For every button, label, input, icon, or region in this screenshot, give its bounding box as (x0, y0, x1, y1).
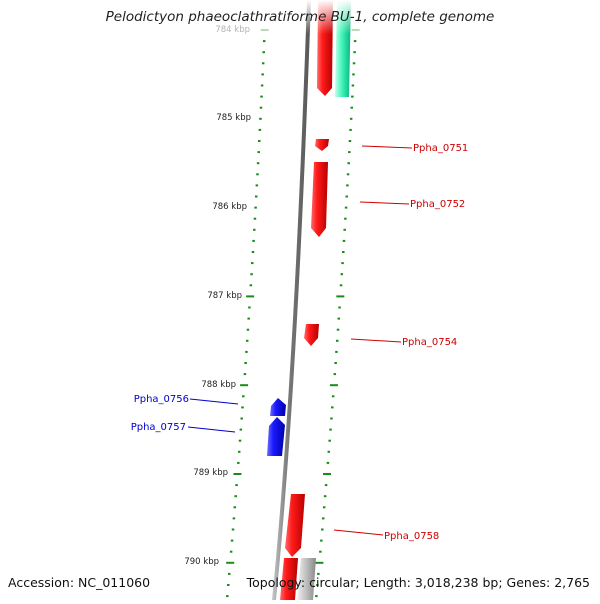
topology-text: Topology: circular; Length: 3,018,238 bp… (246, 575, 590, 590)
gene-labels: Ppha_0751 Ppha_0752 Ppha_0754 Ppha_0756 … (131, 143, 469, 542)
tick-label: 785 kbp (216, 113, 251, 123)
gene-ppha-0751-feature[interactable] (315, 139, 329, 151)
leader-line (350, 338, 402, 343)
gene-label-ppha-0756[interactable]: Ppha_0756 (134, 394, 189, 405)
unknown-feature[interactable] (297, 558, 316, 600)
gene-label-ppha-0754[interactable]: Ppha_0754 (402, 337, 457, 348)
gene-ppha-0756-feature[interactable] (270, 398, 286, 416)
outer-tick-track (315, 29, 360, 598)
tick-label: 788 kbp (201, 380, 236, 390)
leader-line (187, 426, 236, 433)
leader-line (359, 201, 410, 205)
genome-backbone (272, 0, 311, 600)
tick-labels: 784 kbp 785 kbp 786 kbp 787 kbp 788 kbp … (184, 25, 251, 567)
gene-label-ppha-0758[interactable]: Ppha_0758 (384, 531, 439, 542)
gene-ppha-0754-feature[interactable] (304, 324, 319, 346)
tick-label: 784 kbp (215, 25, 250, 35)
leader-line (361, 145, 413, 149)
gene-ppha-0752-feature[interactable] (311, 162, 328, 237)
inner-tick-track (226, 29, 269, 598)
gene-label-ppha-0757[interactable]: Ppha_0757 (131, 422, 186, 433)
leader-line (333, 529, 384, 536)
accession-text: Accession: NC_011060 (8, 575, 151, 590)
tick-label: 789 kbp (193, 468, 228, 478)
gene-ppha-0758-feature[interactable] (285, 494, 305, 557)
tick-label: 790 kbp (184, 557, 219, 567)
gene-ppha-0757-feature[interactable] (267, 417, 285, 456)
tick-label: 787 kbp (207, 291, 242, 301)
reverse-strand-features (267, 398, 286, 456)
gene-label-leaders (187, 145, 413, 536)
gene-label-ppha-0752[interactable]: Ppha_0752 (410, 199, 465, 210)
top-fade-overlay (0, 0, 600, 34)
genome-title: Pelodictyon phaeoclathratiforme BU-1, co… (105, 9, 495, 25)
tick-label: 786 kbp (212, 202, 247, 212)
gene-label-ppha-0751[interactable]: Ppha_0751 (413, 143, 468, 154)
forward-strand-features (280, 0, 351, 600)
leader-line (189, 398, 239, 405)
gene-feature[interactable] (280, 558, 298, 600)
